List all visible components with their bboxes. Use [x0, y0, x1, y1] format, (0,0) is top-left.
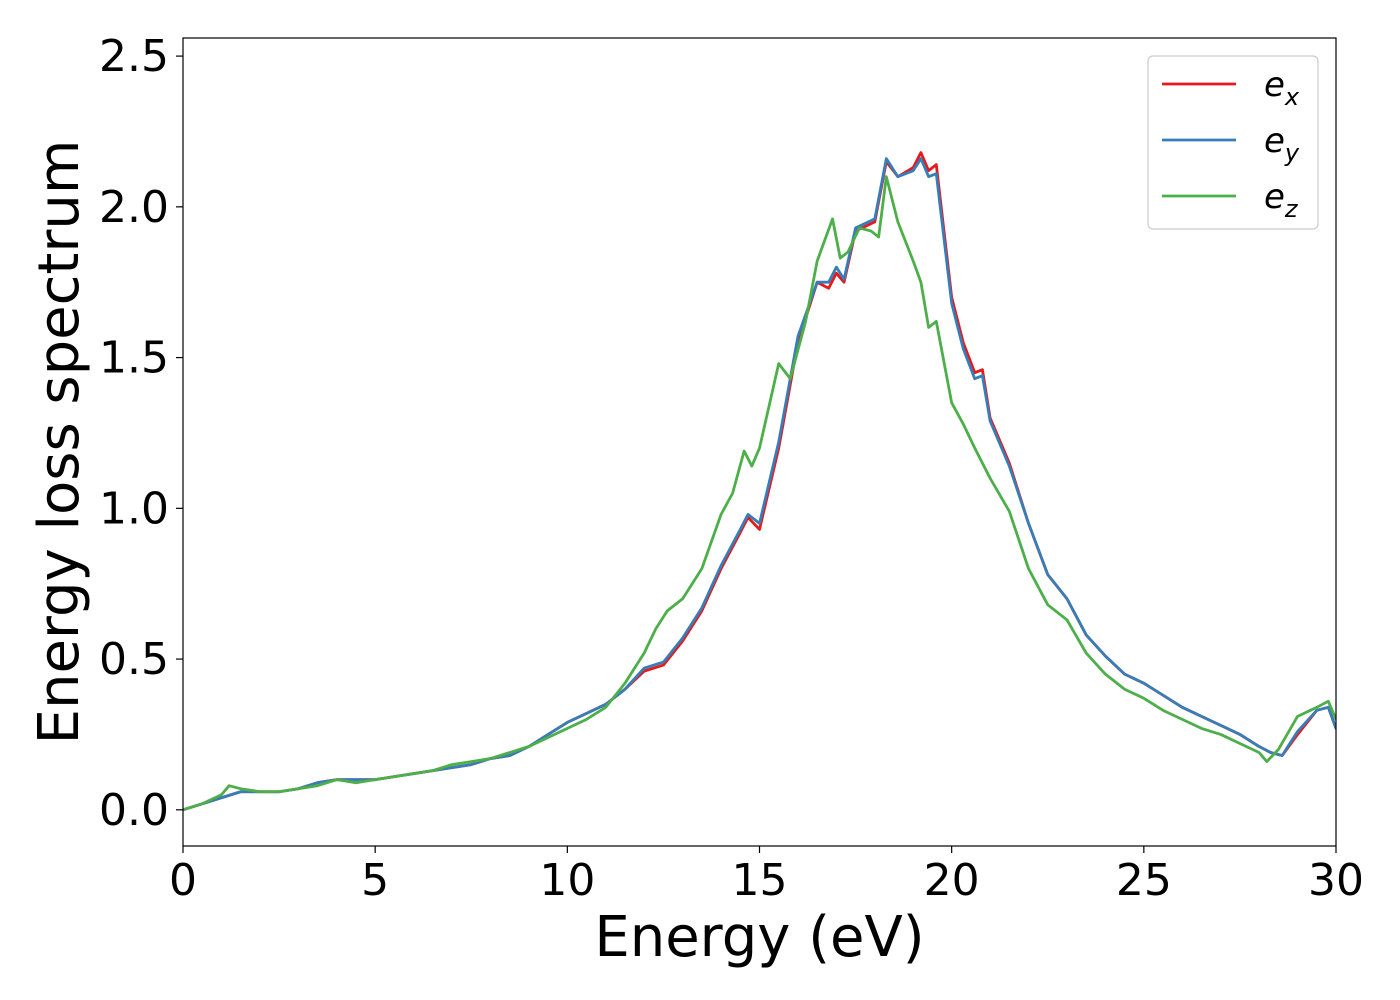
y-tick-label: 1.5 — [99, 333, 169, 384]
x-tick-label: 5 — [361, 855, 389, 906]
legend-entry: ey — [1162, 121, 1300, 167]
y-tick-label: 1.0 — [99, 483, 169, 534]
legend-label-subscript: z — [1284, 195, 1299, 223]
y-tick-label: 2.0 — [99, 182, 169, 233]
legend-box — [1147, 55, 1319, 230]
x-axis-title: Energy (eV) — [594, 905, 924, 970]
y-tick-label: 0.5 — [99, 634, 169, 685]
series-line-ey — [183, 157, 1336, 812]
x-tick-label: 30 — [1308, 855, 1364, 906]
x-tick-label: 15 — [732, 855, 788, 906]
x-tick-label: 0 — [169, 855, 197, 906]
y-axis-title: Energy loss spectrum — [27, 140, 92, 745]
legend-label-subscript: x — [1284, 83, 1300, 111]
y-tick-label: 0.0 — [99, 785, 169, 836]
y-tick-label: 2.5 — [99, 31, 169, 82]
x-tick-label: 20 — [924, 855, 980, 906]
x-tick-label: 25 — [1116, 855, 1172, 906]
legend-label-subscript: y — [1284, 139, 1300, 167]
x-tick-label: 10 — [539, 855, 595, 906]
series-line-ez — [183, 175, 1336, 812]
x-axis: 0 5 10 15 20 25 30 — [169, 846, 1364, 906]
y-axis: 0.0 0.5 1.0 1.5 2.0 2.5 — [99, 31, 183, 836]
